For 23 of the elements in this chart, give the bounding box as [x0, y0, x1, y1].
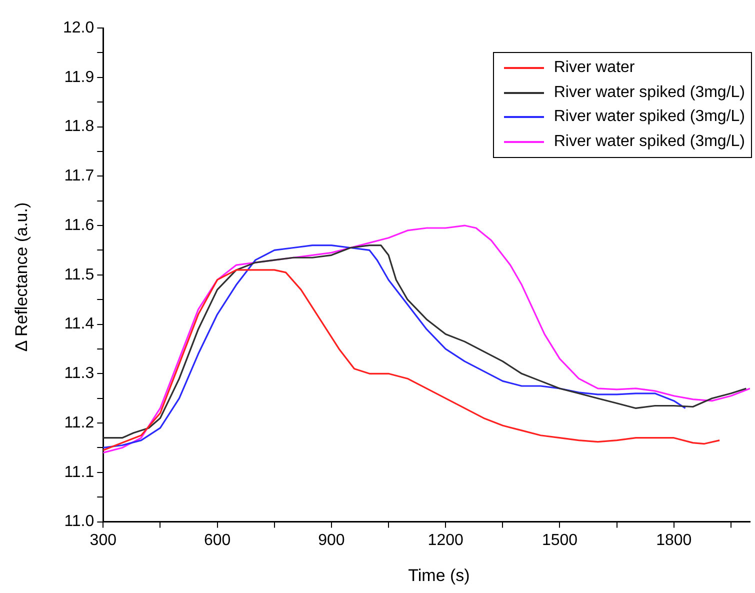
x-tick-label: 900 [318, 532, 345, 549]
y-tick-label: 11.1 [64, 464, 94, 481]
legend-label: River water spiked (3mg/L) [554, 84, 745, 102]
y-tick-label: 11.5 [64, 266, 94, 284]
y-tick-label: 11.4 [64, 316, 94, 333]
y-tick-label: 11.7 [64, 168, 94, 185]
y-tick-label: 11.6 [64, 216, 94, 234]
x-axis-title: Time (s) [407, 566, 471, 586]
y-tick-label: 12.0 [63, 19, 94, 36]
x-tick-label: 600 [204, 532, 231, 549]
x-tick-label: 300 [90, 532, 117, 549]
y-tick-label: 11.0 [64, 513, 94, 530]
legend-label: River water spiked (3mg/L) [554, 108, 745, 126]
y-tick-label: 11.3 [64, 365, 94, 382]
y-tick-label: 11.8 [64, 118, 94, 136]
legend-label: River water spiked (3mg/L) [554, 132, 745, 151]
x-tick-label: 1200 [428, 532, 464, 549]
legend-label: River water [554, 59, 635, 78]
x-tick-label: 1800 [656, 532, 692, 549]
y-tick-label: 11.9 [64, 68, 94, 86]
x-tick-label: 1500 [542, 532, 578, 549]
y-tick-label: 11.2 [64, 414, 94, 432]
y-axis-title: Δ Reflectance (a.u.) [12, 202, 32, 352]
